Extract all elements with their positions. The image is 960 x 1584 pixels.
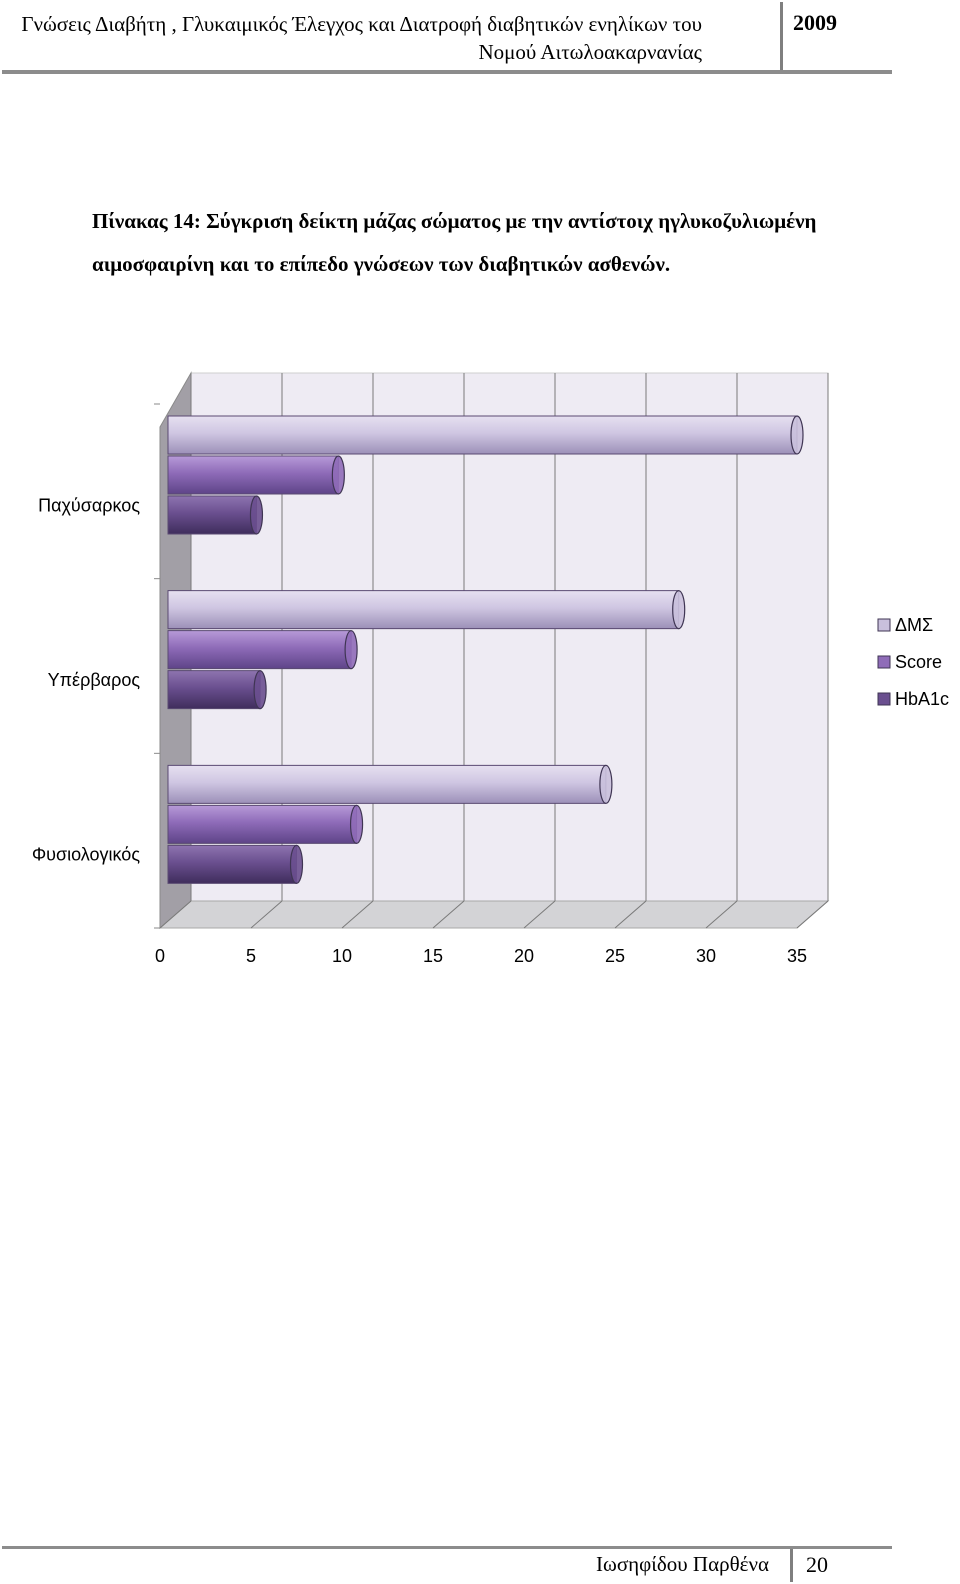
floor-gridline-30 (705, 900, 738, 929)
bar-body (167, 590, 680, 630)
floor-gridline-25 (614, 900, 647, 929)
header-title: Γνώσεις Διαβήτη , Γλυκαιμικός Έλεγχος κα… (0, 10, 702, 66)
bar-end-cap (790, 415, 804, 455)
bar-Score-Παχύσαρκος (167, 455, 345, 495)
bar-end-cap (249, 495, 264, 535)
bar-body (167, 670, 261, 710)
bar-body (167, 455, 339, 495)
bar-body (167, 495, 257, 535)
bar-body (167, 844, 297, 884)
footer-author: Ιωσηφίδου Παρθένα (596, 1552, 769, 1576)
bar-ΔΜΣ-Φυσιολογικός (167, 764, 613, 804)
legend-swatch-ΔΜΣ (877, 618, 891, 632)
floor-gridline-10 (341, 900, 374, 929)
header-divider (780, 2, 783, 70)
x-tick-label: 0 (155, 946, 165, 966)
legend-swatch-HbA1c (877, 692, 891, 706)
table-caption: Πίνακας 14: Σύγκριση δείκτη μάζας σώματο… (92, 209, 817, 276)
chart-floor (158, 900, 830, 929)
bar-end-cap (599, 764, 613, 804)
x-tick-label: 10 (332, 946, 352, 966)
footer-divider (790, 1549, 793, 1582)
floor-gridline-20 (523, 900, 556, 929)
chart-legend: ΔΜΣ Score HbA1c (877, 615, 949, 709)
legend-label: Score (895, 652, 942, 672)
x-tick-label: 5 (246, 946, 256, 966)
bar-body (167, 804, 358, 844)
bar-body (167, 415, 798, 455)
x-tick-label: 35 (787, 946, 807, 966)
chart-bars (167, 415, 804, 884)
header-title-line1: Γνώσεις Διαβήτη , Γλυκαιμικός Έλεγχος κα… (21, 12, 702, 36)
bar-ΔΜΣ-Παχύσαρκος (167, 415, 804, 455)
footer-rule (2, 1546, 892, 1549)
bar-body (167, 764, 607, 804)
header-title-line2: Νομού Αιτωλοακαρνανίας (478, 40, 702, 64)
bar-HbA1c-Φυσιολογικός (167, 844, 304, 884)
floor-gridline-0 (159, 900, 192, 929)
page-number: 20 (806, 1552, 828, 1577)
category-label: Υπέρβαρος (48, 670, 141, 690)
x-tick-label: 25 (605, 946, 625, 966)
legend-swatch-Score (877, 655, 891, 669)
bar-end-cap (672, 590, 686, 630)
floor-gridline-35 (796, 900, 829, 929)
bar-end-cap (331, 455, 345, 495)
bar-end-cap (349, 804, 364, 844)
header-rule (2, 70, 892, 74)
bar-HbA1c-Υπέρβαρος (167, 670, 267, 710)
chart-category-labels: Φυσιολογικός Υπέρβαρος Παχύσαρκος (32, 495, 141, 864)
floor-gridline-15 (432, 900, 465, 929)
legend-label: ΔΜΣ (895, 615, 933, 635)
bar-end-cap (253, 670, 267, 710)
bar-body (167, 630, 352, 670)
floor-gridline-5 (250, 900, 283, 929)
bar-ΔΜΣ-Υπέρβαρος (167, 590, 686, 630)
chart-x-tick-labels: 0 5 10 15 20 25 30 35 (155, 946, 807, 966)
bar-Score-Υπέρβαρος (167, 630, 358, 670)
legend-label: HbA1c (895, 689, 949, 709)
category-label: Φυσιολογικός (32, 845, 141, 865)
page-header: Γνώσεις Διαβήτη , Γλυκαιμικός Έλεγχος κα… (0, 0, 892, 74)
bar-Score-Φυσιολογικός (167, 804, 364, 844)
bar-end-cap (344, 630, 358, 670)
bar-chart: 0 5 10 15 20 25 30 35 Φυσιολογικός Υπέρβαρος Παχύ… (32, 371, 949, 966)
category-label: Παχύσαρκος (38, 495, 140, 515)
bar-end-cap (289, 844, 304, 884)
bar-HbA1c-Παχύσαρκος (167, 495, 264, 535)
x-tick-label: 15 (423, 946, 443, 966)
header-year: 2009 (793, 10, 837, 35)
x-tick-label: 30 (696, 946, 716, 966)
x-tick-label: 20 (514, 946, 534, 966)
